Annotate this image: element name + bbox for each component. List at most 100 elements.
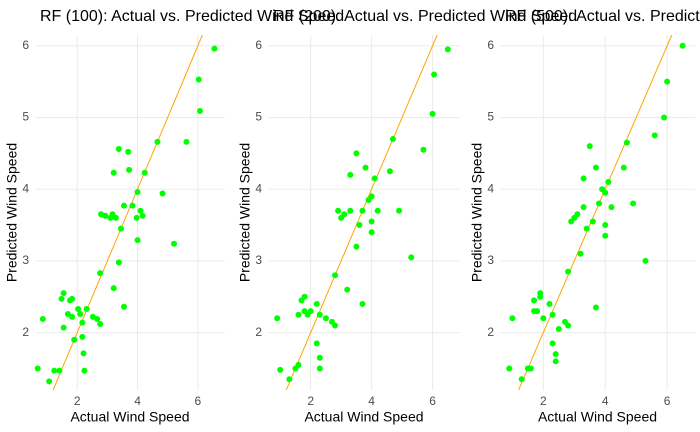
point [347, 171, 354, 178]
point [102, 212, 109, 219]
point [125, 148, 132, 155]
point [592, 164, 599, 171]
y-tick-label: 4 [255, 181, 262, 195]
point [81, 367, 88, 374]
point [120, 202, 127, 209]
y-tick-label: 6 [487, 38, 494, 52]
point [110, 285, 117, 292]
point [69, 295, 76, 302]
point [60, 324, 67, 331]
point [301, 293, 308, 300]
chart-title: RF (500): Actual vs. Predicted Wind Spee… [505, 8, 700, 25]
point [322, 315, 329, 322]
y-tick-label: 2 [22, 325, 29, 339]
point [371, 175, 378, 182]
point [368, 229, 375, 236]
point [549, 340, 556, 347]
y-tick-label: 6 [255, 38, 262, 52]
point [171, 240, 178, 247]
y-tick-label: 5 [22, 110, 29, 124]
point [134, 189, 141, 196]
y-tick-label: 3 [255, 253, 262, 267]
point [347, 207, 354, 214]
x-axis-label: Actual Wind Speed [304, 409, 423, 425]
point [112, 214, 119, 221]
point [79, 333, 86, 340]
x-tick-label: 2 [307, 394, 314, 408]
point [332, 322, 339, 329]
point [592, 304, 599, 311]
y-tick-label: 4 [487, 181, 494, 195]
point [137, 207, 144, 214]
point [115, 146, 122, 153]
point [534, 308, 541, 315]
point [565, 322, 572, 329]
point [51, 367, 58, 374]
point [274, 315, 281, 322]
point [69, 313, 76, 320]
point [368, 218, 375, 225]
point [58, 295, 65, 302]
point [77, 310, 84, 317]
x-tick-label: 6 [429, 394, 436, 408]
point [359, 207, 366, 214]
point [431, 71, 438, 78]
point [531, 297, 538, 304]
panel: 2 3 4 5 6 2 4 6 Actual Wind Speed Predicted Wind … [237, 8, 577, 424]
point [552, 358, 559, 365]
x-axis-label: Actual Wind Speed [538, 409, 657, 425]
point [117, 225, 124, 232]
point [129, 202, 136, 209]
y-tick-label: 4 [22, 181, 29, 195]
point [429, 110, 436, 117]
point [120, 303, 127, 310]
point [211, 45, 218, 52]
point [64, 310, 71, 317]
point [679, 42, 686, 49]
point [386, 168, 393, 175]
point [527, 365, 534, 372]
x-axis-label: Actual Wind Speed [70, 409, 189, 425]
point [341, 211, 348, 218]
point [83, 305, 90, 312]
point [577, 250, 584, 257]
y-axis-label: Predicted Wind Speed [469, 143, 485, 282]
x-tick-label: 4 [134, 394, 141, 408]
identity-line [52, 35, 203, 390]
point [332, 272, 339, 279]
point [359, 300, 366, 307]
point [286, 376, 293, 383]
point [344, 286, 351, 293]
point [549, 311, 556, 318]
point [313, 340, 320, 347]
point [605, 179, 612, 186]
point [552, 351, 559, 358]
point [537, 290, 544, 297]
point [196, 108, 203, 115]
panel: 2 3 4 5 6 2 4 6 Actual Wind Speed Predicted Wind … [469, 8, 700, 424]
point [97, 270, 104, 277]
x-tick-label: 4 [602, 394, 609, 408]
point [509, 315, 516, 322]
point [75, 305, 82, 312]
point [589, 218, 596, 225]
point [141, 169, 148, 176]
y-tick-label: 2 [487, 325, 494, 339]
x-tick-label: 2 [540, 394, 547, 408]
point [134, 237, 141, 244]
point [506, 365, 513, 372]
point [295, 361, 302, 368]
point [316, 365, 323, 372]
point [630, 200, 637, 207]
point [60, 290, 67, 297]
point [353, 150, 360, 157]
point [602, 189, 609, 196]
point [518, 376, 525, 383]
point [295, 311, 302, 318]
point [97, 321, 104, 328]
point [353, 243, 360, 250]
point [80, 350, 87, 357]
point [574, 211, 581, 218]
point [356, 222, 363, 229]
